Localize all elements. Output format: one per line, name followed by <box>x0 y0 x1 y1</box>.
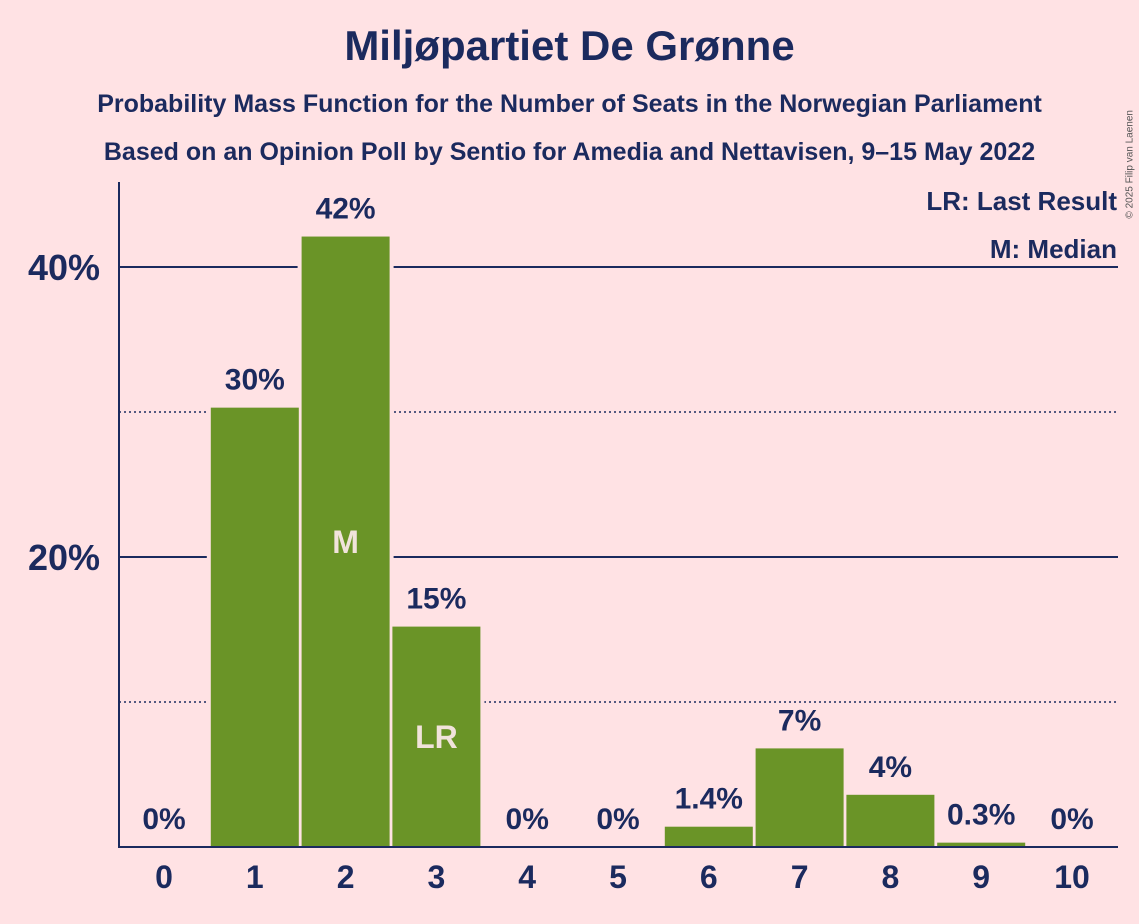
legend-entry: LR: Last Result <box>926 186 1117 216</box>
y-tick-label: 40% <box>28 247 100 288</box>
bar-marker-label: M <box>332 524 359 560</box>
x-tick-label: 7 <box>791 859 809 895</box>
x-tick-label: 0 <box>155 859 173 895</box>
bar <box>664 826 753 847</box>
data-label: 7% <box>778 704 821 737</box>
x-tick-label: 1 <box>246 859 264 895</box>
data-label: 4% <box>869 751 912 784</box>
data-label: 0% <box>142 803 185 836</box>
x-tick-label: 3 <box>428 859 446 895</box>
data-label: 15% <box>406 583 466 616</box>
chart-subtitle-2: Based on an Opinion Poll by Sentio for A… <box>103 138 1036 166</box>
data-label: 0% <box>596 803 639 836</box>
bar <box>392 626 481 847</box>
legend-background <box>925 182 1118 218</box>
legend-background <box>925 230 1118 266</box>
data-label: 0% <box>506 803 549 836</box>
x-tick-label: 9 <box>972 859 990 895</box>
bar <box>937 842 1026 847</box>
chart-subtitle-1: Probability Mass Function for the Number… <box>97 90 1042 118</box>
x-tick-label: 10 <box>1054 859 1090 895</box>
y-tick-label: 20% <box>28 537 100 578</box>
bar <box>301 236 390 848</box>
bar <box>755 748 844 847</box>
data-label: 30% <box>225 364 285 397</box>
bar-marker-label: LR <box>415 719 458 755</box>
data-label: 0% <box>1050 803 1093 836</box>
data-label: 1.4% <box>675 783 743 816</box>
chart-title: Miljøpartiet De Grønne <box>344 22 795 69</box>
x-tick-label: 6 <box>700 859 718 895</box>
data-label: 42% <box>316 193 376 226</box>
bar <box>210 407 299 847</box>
bar <box>846 794 935 847</box>
x-tick-label: 8 <box>882 859 900 895</box>
x-tick-label: 5 <box>609 859 627 895</box>
data-label: 0.3% <box>947 799 1015 832</box>
x-tick-label: 4 <box>518 859 536 895</box>
x-tick-label: 2 <box>337 859 355 895</box>
legend-entry: M: Median <box>990 234 1117 264</box>
